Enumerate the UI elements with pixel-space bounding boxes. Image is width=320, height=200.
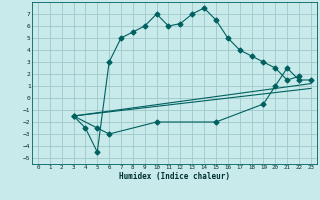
X-axis label: Humidex (Indice chaleur): Humidex (Indice chaleur) xyxy=(119,172,230,181)
